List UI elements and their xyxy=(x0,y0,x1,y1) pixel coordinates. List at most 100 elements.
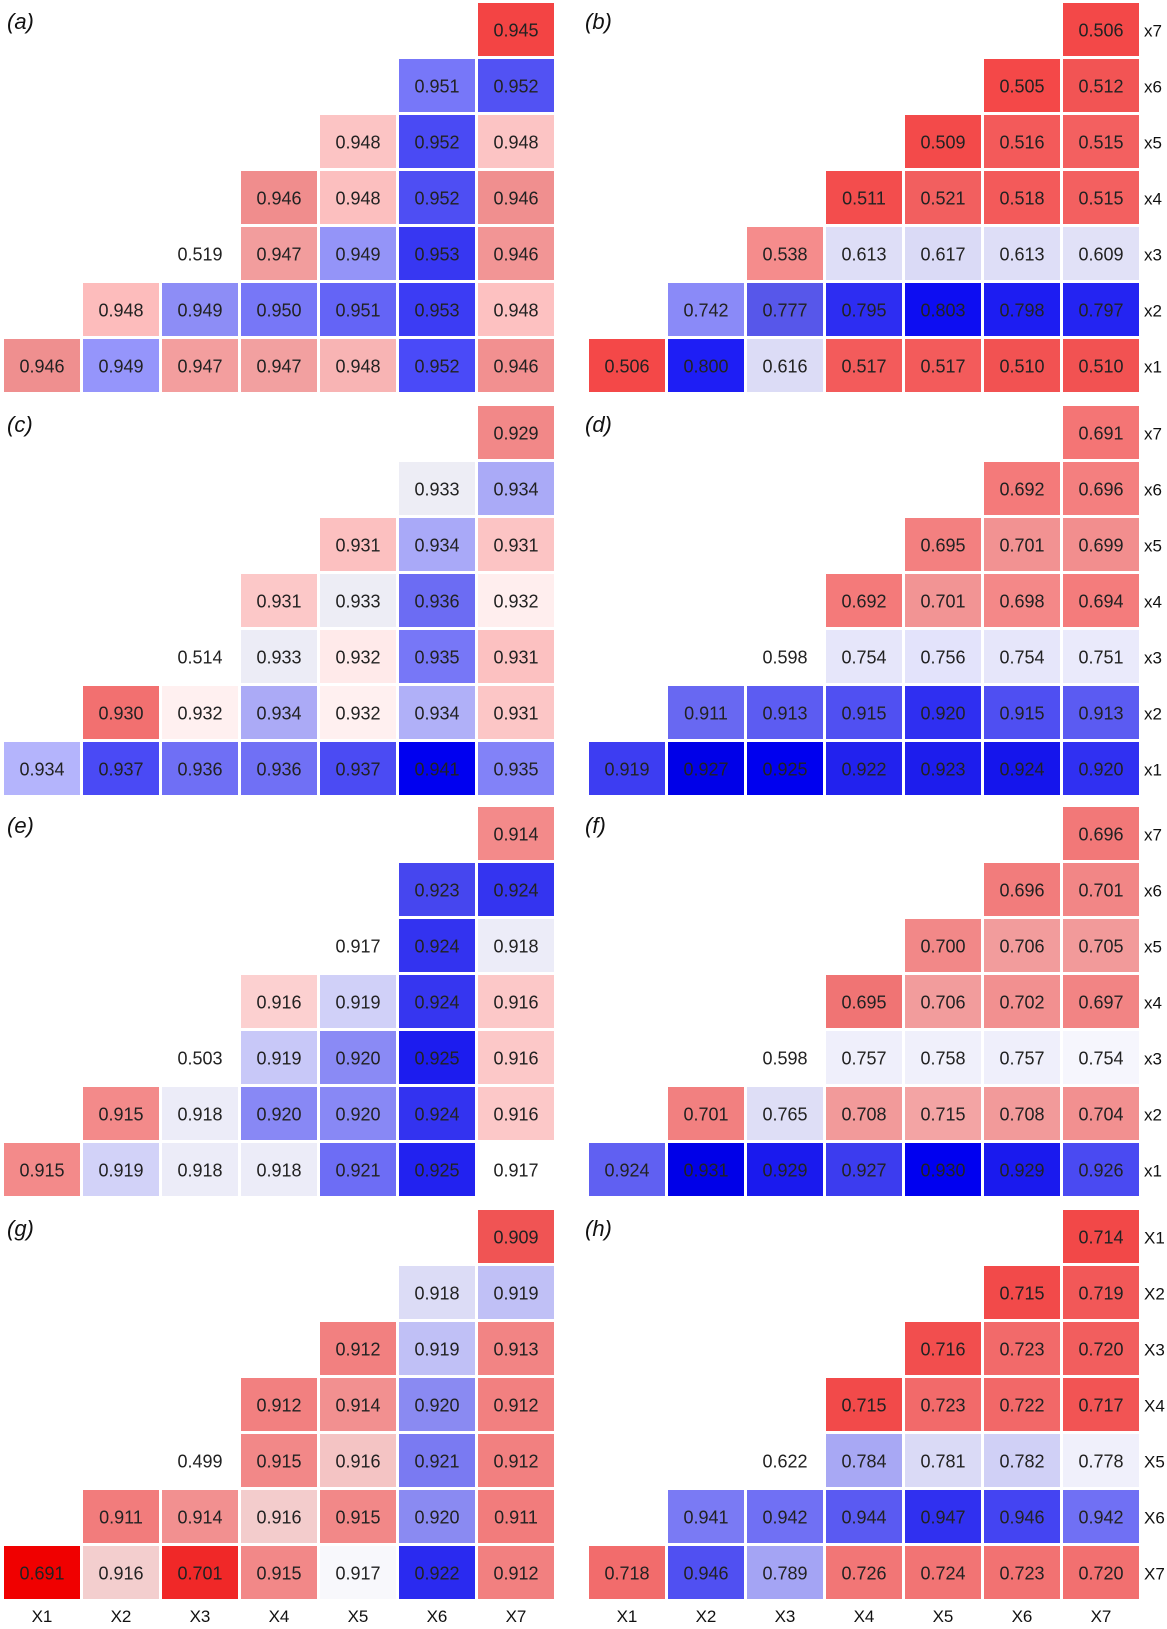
heatmap-cell xyxy=(1063,574,1139,627)
cell-value-label: 0.916 xyxy=(493,993,538,1013)
cell-value-label: 0.613 xyxy=(841,245,886,265)
heatmap-cell xyxy=(478,115,554,168)
cell-value-label: 0.920 xyxy=(335,1105,380,1125)
cell-value-label: 0.931 xyxy=(493,536,538,556)
cell-value-label: 0.912 xyxy=(493,1564,538,1584)
cell-value-label: 0.933 xyxy=(256,648,301,668)
cell-value-label: 0.913 xyxy=(1078,704,1123,724)
heatmap-cell xyxy=(478,1378,554,1431)
heatmap-cell xyxy=(589,339,665,392)
heatmap-cell xyxy=(905,1546,981,1599)
heatmap-cell xyxy=(747,630,823,683)
cell-value-label: 0.929 xyxy=(493,424,538,444)
cell-value-label: 0.923 xyxy=(920,760,965,780)
cell-value-label: 0.913 xyxy=(493,1340,538,1360)
heatmap-cell xyxy=(668,742,744,795)
heatmap-cell xyxy=(747,1434,823,1487)
heatmap-cell xyxy=(241,171,317,224)
cell-value-label: 0.795 xyxy=(841,301,886,321)
heatmap-cell xyxy=(162,630,238,683)
heatmap-cell xyxy=(905,283,981,336)
cell-value-label: 0.616 xyxy=(762,357,807,377)
heatmap-cell xyxy=(668,1143,744,1196)
heatmap-cell xyxy=(826,975,902,1028)
x-tick-label: X7 xyxy=(1091,1607,1112,1626)
heatmap-cell xyxy=(1063,339,1139,392)
heatmap-cell xyxy=(241,1087,317,1140)
heatmap-cell xyxy=(1063,1378,1139,1431)
heatmap-cell xyxy=(984,1087,1060,1140)
heatmap-cell xyxy=(1063,115,1139,168)
heatmap-cell xyxy=(589,742,665,795)
heatmap-cell xyxy=(1063,3,1139,56)
panel-label: (d) xyxy=(585,412,612,437)
cell-value-label: 0.950 xyxy=(256,301,301,321)
heatmap-cell xyxy=(984,1266,1060,1319)
cell-value-label: 0.915 xyxy=(256,1452,301,1472)
cell-value-label: 0.505 xyxy=(999,77,1044,97)
row-label: x3 xyxy=(1144,649,1162,668)
heatmap-cell xyxy=(1063,1087,1139,1140)
panel-label: (h) xyxy=(585,1216,612,1241)
heatmap-cell xyxy=(399,1434,475,1487)
cell-value-label: 0.942 xyxy=(762,1508,807,1528)
heatmap-cell xyxy=(905,1434,981,1487)
cell-value-label: 0.538 xyxy=(762,245,807,265)
cell-value-label: 0.598 xyxy=(762,648,807,668)
heatmap-cell xyxy=(1063,59,1139,112)
heatmap-cell xyxy=(320,1322,396,1375)
cell-value-label: 0.917 xyxy=(335,1564,380,1584)
heatmap-cell xyxy=(399,59,475,112)
cell-value-label: 0.757 xyxy=(841,1049,886,1069)
cell-value-label: 0.754 xyxy=(841,648,886,668)
heatmap-cell xyxy=(1063,863,1139,916)
cell-value-label: 0.947 xyxy=(920,1508,965,1528)
cell-value-label: 0.948 xyxy=(493,133,538,153)
heatmap-cell xyxy=(320,686,396,739)
cell-value-label: 0.919 xyxy=(414,1340,459,1360)
heatmap-cell xyxy=(83,1546,159,1599)
cell-value-label: 0.948 xyxy=(98,301,143,321)
heatmap-cell xyxy=(478,742,554,795)
heatmap-cell xyxy=(1063,518,1139,571)
heatmap-cell xyxy=(1063,283,1139,336)
heatmap-cell xyxy=(747,1031,823,1084)
heatmap-cell xyxy=(399,339,475,392)
cell-value-label: 0.699 xyxy=(1078,536,1123,556)
cell-value-label: 0.692 xyxy=(841,592,886,612)
row-label: x6 xyxy=(1144,78,1162,97)
x-tick-label: X2 xyxy=(111,1607,132,1626)
cell-value-label: 0.784 xyxy=(841,1452,886,1472)
heatmap-cell xyxy=(241,1434,317,1487)
heatmap-cell xyxy=(668,1546,744,1599)
heatmap-cell xyxy=(399,975,475,1028)
cell-value-label: 0.697 xyxy=(1078,993,1123,1013)
heatmap-cell xyxy=(668,1490,744,1543)
panel-label: (e) xyxy=(7,813,34,838)
heatmap-cell xyxy=(826,574,902,627)
cell-value-label: 0.933 xyxy=(335,592,380,612)
row-label: x6 xyxy=(1144,481,1162,500)
row-label: x2 xyxy=(1144,705,1162,724)
heatmap-cell xyxy=(478,1490,554,1543)
cell-value-label: 0.918 xyxy=(177,1105,222,1125)
row-label: x4 xyxy=(1144,994,1162,1013)
heatmap-cell xyxy=(399,171,475,224)
heatmap-cell xyxy=(399,742,475,795)
heatmap-cell xyxy=(399,1266,475,1319)
heatmap-cell xyxy=(162,1031,238,1084)
row-label: x5 xyxy=(1144,938,1162,957)
cell-value-label: 0.514 xyxy=(177,648,222,668)
heatmap-cell xyxy=(399,574,475,627)
cell-value-label: 0.777 xyxy=(762,301,807,321)
heatmap-cell xyxy=(478,1434,554,1487)
cell-value-label: 0.915 xyxy=(335,1508,380,1528)
cell-value-label: 0.518 xyxy=(999,189,1044,209)
heatmap-cell xyxy=(162,1087,238,1140)
cell-value-label: 0.754 xyxy=(999,648,1044,668)
cell-value-label: 0.936 xyxy=(256,760,301,780)
heatmap-cell xyxy=(905,975,981,1028)
cell-value-label: 0.698 xyxy=(999,592,1044,612)
heatmap-cell xyxy=(478,1031,554,1084)
